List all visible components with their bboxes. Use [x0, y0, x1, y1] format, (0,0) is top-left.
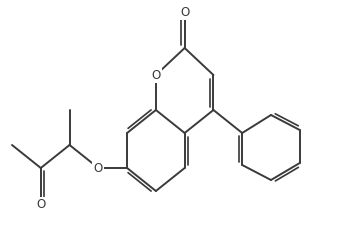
Text: O: O: [36, 199, 46, 211]
Text: O: O: [151, 68, 161, 82]
Text: O: O: [180, 5, 189, 18]
Text: O: O: [94, 161, 103, 174]
